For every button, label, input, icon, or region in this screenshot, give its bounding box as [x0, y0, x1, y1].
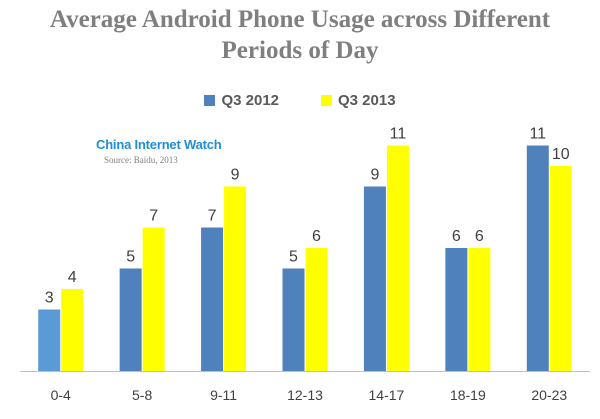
x-tick-label-5-8: 5-8	[132, 387, 152, 403]
bar-q3-2012-14-17	[363, 186, 386, 371]
chart-title-line-1: Average Android Phone Usage across Diffe…	[49, 6, 551, 33]
legend-swatch-q3-2013	[321, 95, 332, 106]
watermark-logo-text: China Internet Watch	[96, 137, 222, 152]
x-tick-label-9-11: 9-11	[210, 387, 237, 403]
bar-q3-2013-18-19	[468, 248, 491, 371]
bar-q3-2013-9-11	[224, 186, 247, 371]
legend-item-q3-2012: Q3 2012	[204, 92, 279, 109]
legend-swatch-q3-2012	[204, 95, 216, 106]
legend-label-q3-2013: Q3 2013	[338, 92, 396, 109]
bar-q3-2013-0-4	[61, 289, 84, 371]
value-label-q3-2012-14-17: 9	[370, 167, 379, 184]
bar-q3-2012-12-13	[282, 268, 305, 371]
value-label-q3-2013-12-13: 6	[312, 228, 321, 245]
bar-q3-2013-20-23	[549, 166, 572, 371]
value-label-q3-2012-0-4: 3	[45, 290, 54, 307]
bar-q3-2012-18-19	[445, 248, 468, 371]
value-label-q3-2013-0-4: 4	[68, 269, 77, 286]
value-label-q3-2012-18-19: 6	[452, 228, 461, 245]
value-label-q3-2012-12-13: 5	[289, 249, 298, 266]
bar-q3-2013-5-8	[142, 227, 165, 371]
bar-q3-2012-9-11	[201, 227, 224, 371]
bars-group	[38, 145, 572, 371]
source-note: Source: Baidu, 2013	[104, 155, 178, 165]
value-label-q3-2013-14-17: 11	[390, 126, 407, 143]
x-tick-label-12-13: 12-13	[287, 387, 323, 403]
value-label-q3-2013-9-11: 9	[231, 167, 240, 184]
legend-item-q3-2013: Q3 2013	[321, 92, 396, 109]
legend: Q3 2012 Q3 2013	[0, 92, 600, 109]
chart-title: Average Android Phone Usage across Diffe…	[0, 4, 600, 66]
bar-q3-2013-12-13	[305, 248, 328, 371]
legend-label-q3-2012: Q3 2012	[221, 92, 279, 109]
chart-title-line-2: Periods of Day	[221, 37, 379, 64]
value-label-q3-2013-20-23: 10	[552, 146, 570, 163]
value-label-q3-2012-20-23: 11	[529, 126, 546, 143]
value-label-q3-2013-18-19: 6	[475, 228, 484, 245]
bar-q3-2013-14-17	[386, 145, 409, 371]
value-label-q3-2013-5-8: 7	[149, 208, 158, 225]
x-tick-label-20-23: 20-23	[531, 387, 567, 403]
value-label-q3-2012-5-8: 5	[126, 249, 135, 266]
bar-q3-2012-0-4	[38, 309, 61, 371]
value-label-q3-2012-9-11: 7	[208, 208, 217, 225]
x-tick-labels-group: 0-4 5-8 9-11 12-13 14-17 18-19 20-23	[51, 387, 568, 403]
x-tick-label-18-19: 18-19	[450, 387, 486, 403]
bar-q3-2012-5-8	[119, 268, 142, 371]
x-tick-label-0-4: 0-4	[51, 387, 71, 403]
x-tick-label-14-17: 14-17	[369, 387, 405, 403]
bar-q3-2012-20-23	[526, 145, 549, 371]
